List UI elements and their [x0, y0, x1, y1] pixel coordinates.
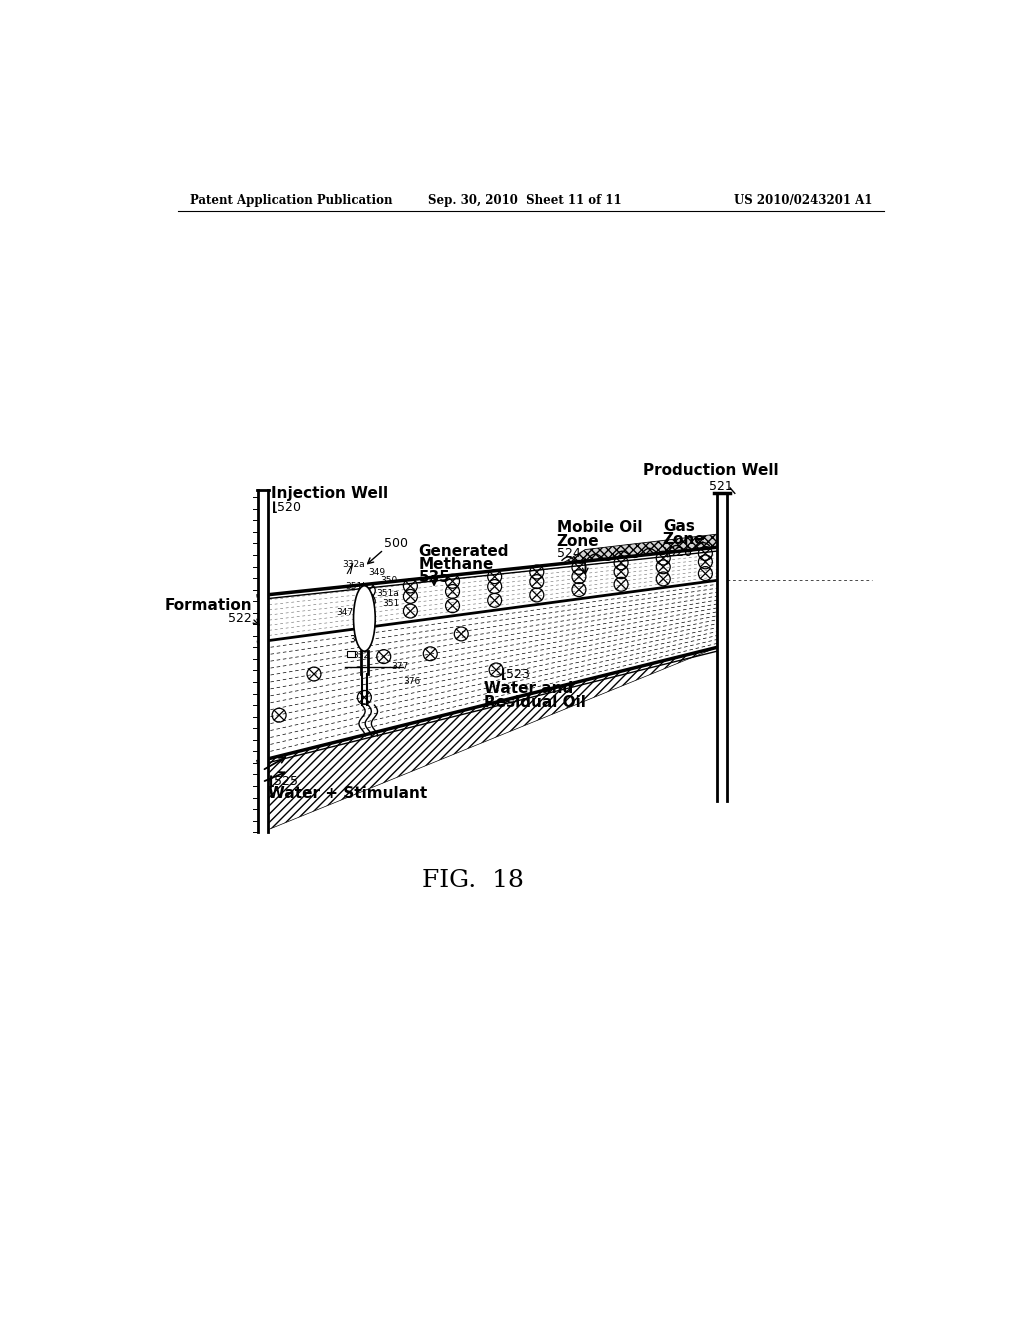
Text: 348: 348	[349, 635, 366, 644]
Text: 349: 349	[369, 568, 385, 577]
Polygon shape	[258, 548, 717, 642]
Text: 347: 347	[337, 609, 353, 618]
Text: Mobile Oil: Mobile Oil	[557, 520, 642, 536]
Text: 522: 522	[228, 611, 252, 624]
Polygon shape	[258, 581, 717, 762]
Text: Residual Oil: Residual Oil	[484, 694, 587, 710]
Text: US 2010/0243201 A1: US 2010/0243201 A1	[733, 194, 872, 207]
Text: 351: 351	[382, 599, 399, 609]
Text: Injection Well: Injection Well	[270, 486, 388, 500]
Text: 332a: 332a	[343, 561, 366, 569]
Text: 351b: 351b	[346, 582, 369, 591]
Text: 500: 500	[384, 537, 408, 550]
Text: $\mathbf{\lfloor}$523: $\mathbf{\lfloor}$523	[500, 667, 530, 682]
Text: Zone: Zone	[557, 533, 599, 549]
Text: Generated: Generated	[419, 544, 509, 558]
Text: Production Well: Production Well	[643, 463, 779, 478]
Text: 521: 521	[710, 480, 733, 492]
Polygon shape	[562, 535, 717, 564]
Text: $\mathbf{\lfloor}$520: $\mathbf{\lfloor}$520	[270, 499, 301, 515]
Text: 332: 332	[352, 651, 370, 660]
Bar	[347, 651, 355, 657]
Text: FIG.  18: FIG. 18	[423, 869, 524, 892]
Text: 350: 350	[380, 576, 397, 585]
Text: 377: 377	[391, 663, 409, 671]
Text: 535: 535	[419, 570, 451, 585]
Text: Sep. 30, 2010  Sheet 11 of 11: Sep. 30, 2010 Sheet 11 of 11	[428, 194, 622, 207]
Text: 524: 524	[557, 546, 581, 560]
Text: $\mathbf{\lfloor}$525: $\mathbf{\lfloor}$525	[267, 772, 298, 788]
Text: 376: 376	[403, 677, 421, 686]
Text: $\mathbf{\backslash}$526: $\mathbf{\backslash}$526	[663, 545, 692, 558]
Text: Gas: Gas	[663, 519, 694, 535]
Text: Formation: Formation	[165, 598, 252, 612]
Text: Zone: Zone	[663, 532, 706, 546]
Text: Patent Application Publication: Patent Application Publication	[190, 194, 392, 207]
Text: 351a: 351a	[377, 589, 399, 598]
Ellipse shape	[353, 586, 375, 651]
Text: Water + Stimulant: Water + Stimulant	[267, 787, 427, 801]
Text: Water and: Water and	[484, 681, 573, 696]
Text: Methane: Methane	[419, 557, 494, 572]
Polygon shape	[258, 647, 717, 832]
